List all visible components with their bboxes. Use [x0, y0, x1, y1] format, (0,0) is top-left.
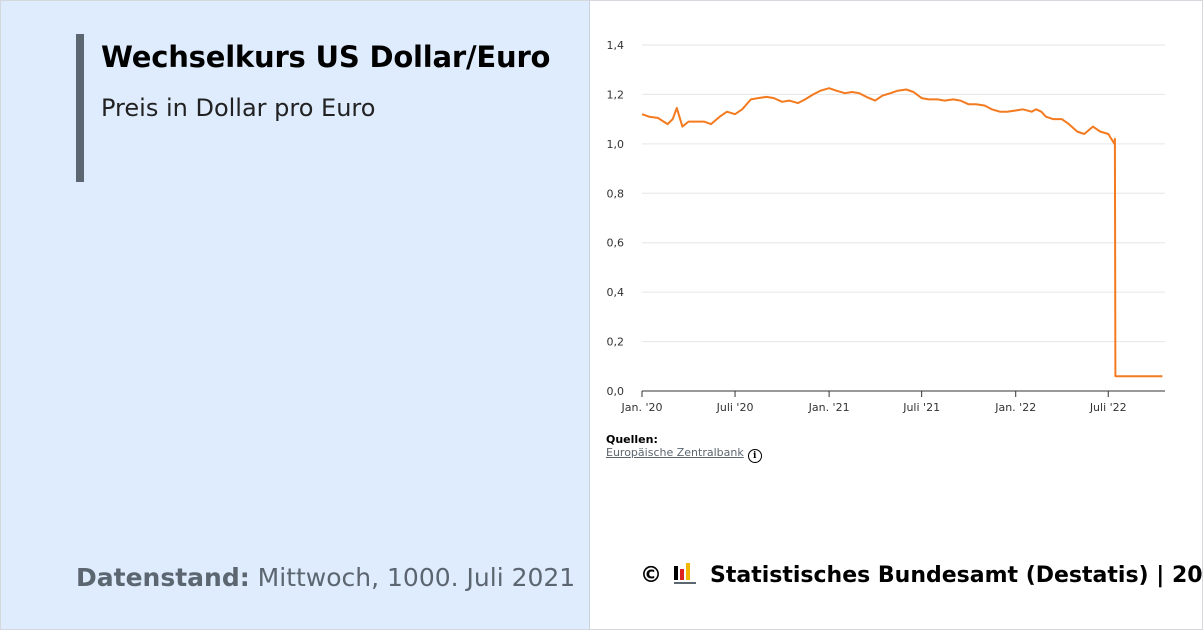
sources-label: Quellen:: [606, 433, 658, 446]
footer-text: Statistisches Bundesamt (Destatis) | 202…: [710, 563, 1203, 588]
y-tick-label: 0,2: [607, 336, 625, 349]
x-tick-label: Juli '20: [716, 401, 754, 414]
y-tick-label: 0,6: [607, 237, 625, 250]
chart-panel: 0,0 0,2 0,4 0,6 0,8 1,0 1,2 1,4 Jan. '20 Juli '20…: [590, 1, 1203, 629]
x-tick-label: Jan. '22: [994, 401, 1036, 414]
title-block: Wechselkurs US Dollar/Euro Preis in Doll…: [76, 34, 556, 182]
x-tick-label: Jan. '21: [808, 401, 850, 414]
series-line: [641, 87, 1163, 378]
datenstand-value: Mittwoch, 1000. Juli 2021: [257, 563, 576, 592]
y-tick-label: 1,2: [607, 88, 625, 101]
source-link[interactable]: Europäische Zentralbank: [606, 446, 744, 459]
y-tick-label: 0,8: [607, 187, 625, 200]
y-tick-label: 1,0: [607, 138, 625, 151]
datenstand: Datenstand: Mittwoch, 1000. Juli 2021: [76, 563, 575, 592]
page-subtitle: Preis in Dollar pro Euro: [101, 94, 376, 122]
copyright-symbol: ©: [640, 563, 662, 588]
info-icon[interactable]: i: [747, 449, 762, 463]
x-tick-label: Jan. '20: [621, 401, 663, 414]
x-tick-label: Juli '22: [1089, 401, 1127, 414]
y-tick-label: 0,0: [607, 385, 625, 398]
datenstand-label: Datenstand:: [76, 563, 250, 592]
sources: Quellen: Europäische Zentralbank i: [606, 433, 762, 463]
line-chart: 0,0 0,2 0,4 0,6 0,8 1,0 1,2 1,4 Jan. '20 Juli '20…: [607, 39, 1165, 414]
title-panel: Wechselkurs US Dollar/Euro Preis in Doll…: [1, 1, 590, 629]
footer: © Statistisches Bundesamt (Destatis) | 20…: [640, 563, 1203, 588]
page-title: Wechselkurs US Dollar/Euro: [101, 40, 551, 74]
destatis-logo-icon: [674, 563, 698, 584]
x-tick-label: Juli '21: [902, 401, 940, 414]
y-tick-label: 1,4: [607, 39, 625, 52]
y-tick-label: 0,4: [607, 286, 625, 299]
